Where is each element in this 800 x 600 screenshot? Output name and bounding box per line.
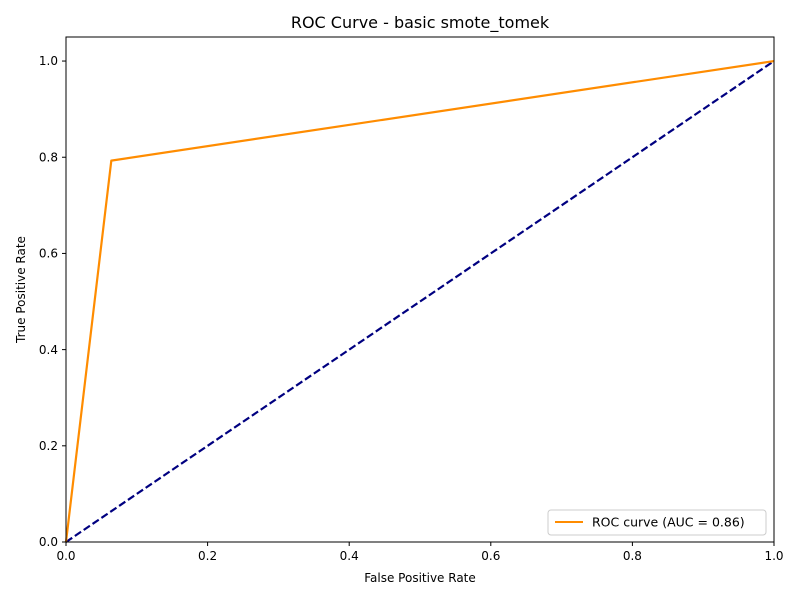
- x-tick-label: 1.0: [764, 549, 783, 563]
- y-tick-label: 0.0: [39, 535, 58, 549]
- x-axis-label: False Positive Rate: [364, 571, 476, 585]
- chart-title: ROC Curve - basic smote_tomek: [291, 13, 550, 33]
- y-axis-label: True Positive Rate: [14, 236, 28, 344]
- legend-label-roc-curve: ROC curve (AUC = 0.86): [592, 515, 745, 530]
- x-axis-ticks: 0.0 0.2 0.4 0.6 0.8 1.0: [56, 542, 784, 563]
- legend-box: [547, 509, 767, 536]
- y-tick-label: 0.8: [39, 150, 58, 164]
- x-tick-label: 0.8: [623, 549, 642, 563]
- plot-area: [66, 37, 774, 542]
- legend: ROC curve (AUC = 0.86): [547, 509, 767, 536]
- x-tick-label: 0.4: [340, 549, 359, 563]
- y-tick-label: 1.0: [39, 54, 58, 68]
- plot-frame: [65, 36, 775, 543]
- y-tick-label: 0.2: [39, 439, 58, 453]
- roc-curve-line: [64, 59, 775, 543]
- chance-diagonal-line: [65, 60, 775, 543]
- x-tick-label: 0.0: [56, 549, 75, 563]
- y-tick-label: 0.4: [39, 343, 58, 357]
- x-tick-label: 0.2: [198, 549, 217, 563]
- x-tick-label: 0.6: [481, 549, 500, 563]
- y-axis-ticks: 0.0 0.2 0.4 0.6 0.8 1.0: [39, 54, 66, 549]
- series-layer: [64, 59, 775, 543]
- y-tick-label: 0.6: [39, 247, 58, 261]
